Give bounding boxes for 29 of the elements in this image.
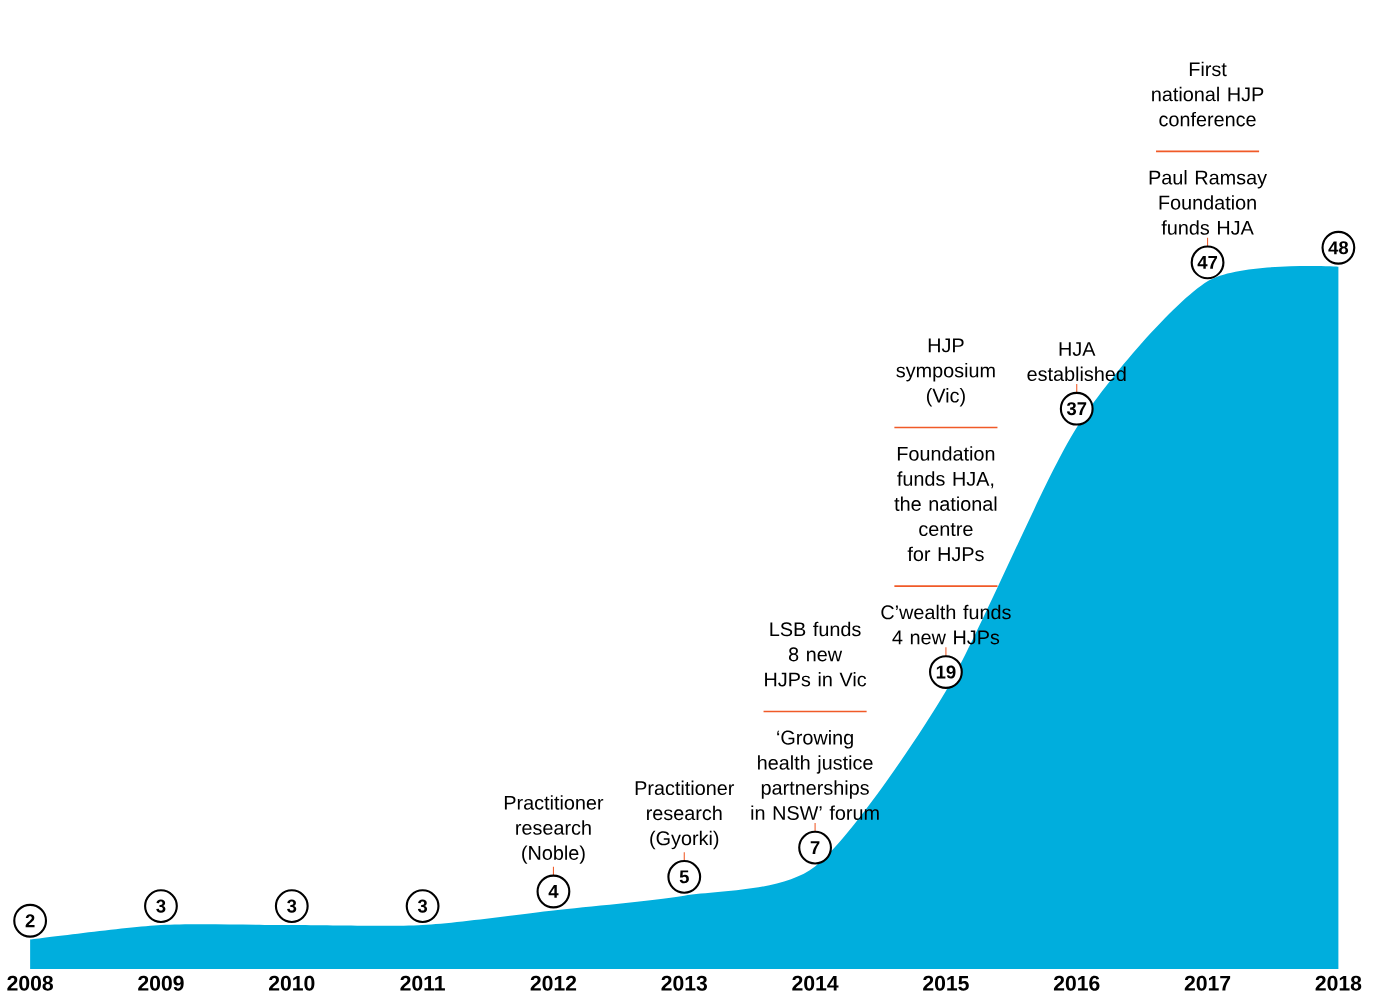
data-label: 47 xyxy=(1197,256,1218,269)
annotation: Practitioner research (Gyorki) xyxy=(635,780,735,850)
x-tick-label: 2014 xyxy=(792,975,839,991)
x-tick-label: 2015 xyxy=(923,975,969,991)
x-tick-label: 2008 xyxy=(7,975,53,991)
x-tick-label: 2010 xyxy=(268,975,315,991)
x-tick-label: 2013 xyxy=(661,975,707,991)
x-tick-label: 2009 xyxy=(138,975,184,991)
data-label: 3 xyxy=(156,899,166,913)
data-label: 4 xyxy=(548,885,559,898)
annotation: Practitioner research (Noble) xyxy=(504,795,604,864)
annotation: HJP symposium (Vic) xyxy=(896,338,995,407)
data-label: 19 xyxy=(936,665,956,679)
data-label: 5 xyxy=(679,870,689,884)
text: First national HJP conference xyxy=(1152,61,1264,127)
annotation: Paul Ramsay Foundation funds HJA xyxy=(1149,170,1267,235)
x-tick-label: 2017 xyxy=(1184,975,1231,991)
data-label: 3 xyxy=(417,899,428,913)
x-tick-label: 2018 xyxy=(1315,975,1362,991)
data-label: 7 xyxy=(810,841,820,855)
annotation: Foundation funds HJA, the national centre for HJPs xyxy=(894,446,997,562)
x-tick-label: 2012 xyxy=(530,975,577,991)
data-label: 2 xyxy=(25,914,35,928)
x-tick-label: 2011 xyxy=(400,975,445,991)
data-label: 48 xyxy=(1328,241,1349,255)
x-tick-label: 2016 xyxy=(1053,975,1100,991)
annotation: LSB funds 8 new HJPs in Vic xyxy=(765,621,867,687)
data-label: 3 xyxy=(287,899,297,913)
data-label: 37 xyxy=(1066,402,1087,416)
